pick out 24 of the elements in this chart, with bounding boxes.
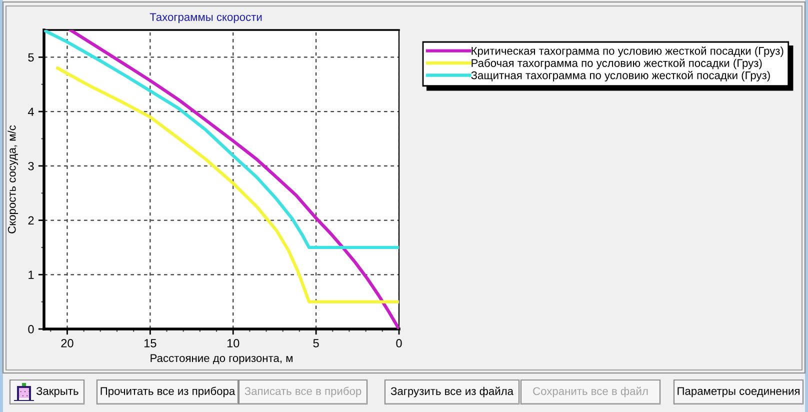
x-tick-label: 10 — [227, 339, 240, 348]
text: Параметры соединения — [678, 387, 800, 398]
y-tick-label: 3 — [28, 162, 34, 170]
chart-title: Тахограммы скорости — [150, 13, 262, 24]
x-tick-label: 20 — [61, 339, 74, 348]
x-tick-label: 0 — [396, 339, 402, 348]
x-axis-title: Расстояние до горизонта, м — [150, 354, 292, 364]
y-tick-label: 2 — [28, 216, 34, 225]
text: Сохранить все в файл — [533, 386, 648, 398]
line-series — [56, 66, 399, 304]
y-tick-label: 0 — [28, 325, 34, 334]
text: Загрузить все из файла — [390, 386, 514, 398]
y-tick-label: 4 — [28, 108, 34, 116]
text: Записать все в прибор — [244, 386, 362, 398]
x-tick-label: 5 — [313, 339, 319, 348]
y-tick-label: 1 — [28, 270, 34, 279]
text: Закрыть — [36, 387, 78, 398]
y-tick-label: 5 — [28, 53, 34, 62]
legend-label: Критическая тахограмма по условию жесткой посадки (Груз) — [472, 46, 784, 57]
legend-label: Рабочая тахограмма по условию жесткой посадки (Груз) — [472, 58, 762, 70]
legend-label: Защитная тахограмма по условию жесткой посадки (Груз) — [471, 70, 770, 82]
y-axis-title: Скорость сосуда, м/с — [8, 125, 18, 234]
text: Прочитать все из прибора — [100, 386, 236, 398]
x-tick-label: 15 — [144, 339, 156, 348]
